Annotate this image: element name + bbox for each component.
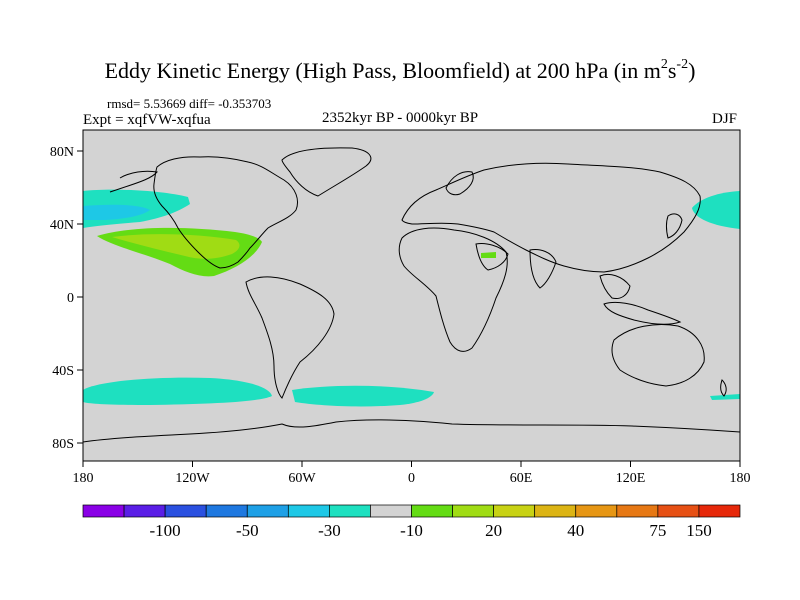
yellowgreen-region-subtropical-pacific [112,234,240,259]
lon-label-120w: 120W [175,471,210,486]
plot-title: Eddy Kinetic Energy (High Pass, Bloomfie… [0,56,800,84]
coast-alaska [109,170,158,193]
cyan-region-southern-ocean-atlantic [292,385,434,407]
cyan-region-southern-ocean-pacific [83,377,272,405]
colorbar-label-0: -100 [150,521,181,540]
colorbar-box-0 [82,504,125,518]
coast-india [529,249,557,289]
colorbar-box-5 [287,504,330,518]
lat-label-0: 0 [67,291,74,306]
colorbar-box-4 [246,504,289,518]
colorbar-box-10 [493,504,536,518]
colorbar-box-6 [329,504,371,518]
cyan-region-tasman [710,394,740,400]
colorbar-label-6: 75 [649,521,666,540]
coastlines [82,147,741,443]
coast-scandinavia [445,171,474,196]
colorbar-box-8 [411,504,453,518]
title-unit-s-exponent: -2 [676,56,689,72]
lon-label-60w: 60W [288,471,316,486]
coast-eurasia [401,162,701,273]
blue-region-north-pacific [83,204,150,220]
coast-japan [666,213,683,239]
map-background [83,130,740,461]
lat-label-80s: 80S [52,437,74,452]
colorbar-box-1 [123,504,166,518]
lon-label-60e: 60E [510,471,533,486]
colorbar-label-2: -30 [318,521,341,540]
lon-label-120e: 120E [616,471,646,486]
green-region-arabia [481,252,496,258]
cyan-region-north-pacific-east [692,191,740,229]
map-frame [77,129,741,467]
title-text: Eddy Kinetic Energy (High Pass, Bloomfie… [104,58,661,83]
title-close: ) [688,58,696,83]
colorbar-box-3 [205,504,248,518]
colorbar [82,504,741,518]
season-label: DJF [712,111,738,127]
lat-label-80n: 80N [50,145,74,160]
colorbar-box-9 [452,504,494,518]
colorbar-label-3: -10 [400,521,423,540]
anomaly-regions [83,189,740,407]
colorbar-label-5: 40 [567,521,584,540]
colorbar-label-4: 20 [485,521,502,540]
colorbar-box-12 [575,504,618,518]
lon-label-180e: 180 [730,471,751,486]
lat-label-40s: 40S [52,364,74,379]
lon-label-0: 0 [408,471,415,486]
rmsd-diff-label: rmsd= 5.53669 diff= -0.353703 [107,96,272,111]
colorbar-label-1: -50 [236,521,259,540]
colorbar-box-2 [164,504,207,518]
coast-new-zealand [720,379,727,397]
coast-antarctica [82,419,741,443]
title-unit-m-exponent: 2 [660,56,668,72]
lat-label-40n: 40N [50,218,74,233]
coast-arabia [475,243,509,271]
coast-south-america [245,276,335,399]
colorbar-box-11 [534,504,577,518]
coast-greenland [281,147,372,197]
colorbar-box-13 [616,504,659,518]
experiment-label: Expt = xqfVW-xqfua [83,112,211,128]
coast-southeast-asia [599,273,631,299]
title-unit-s: s [667,58,677,83]
coast-africa [398,227,508,352]
colorbar-box-14 [657,504,700,518]
period-label: 2352kyr BP - 0000kyr BP [322,110,479,126]
lon-label-180w: 180 [73,471,94,486]
colorbar-label-7: 150 [686,521,712,540]
colorbar-box-7 [370,504,412,518]
colorbar-box-15 [698,504,741,518]
coast-australia [611,324,705,387]
coast-north-america [153,156,298,269]
coast-indonesia [603,301,682,325]
